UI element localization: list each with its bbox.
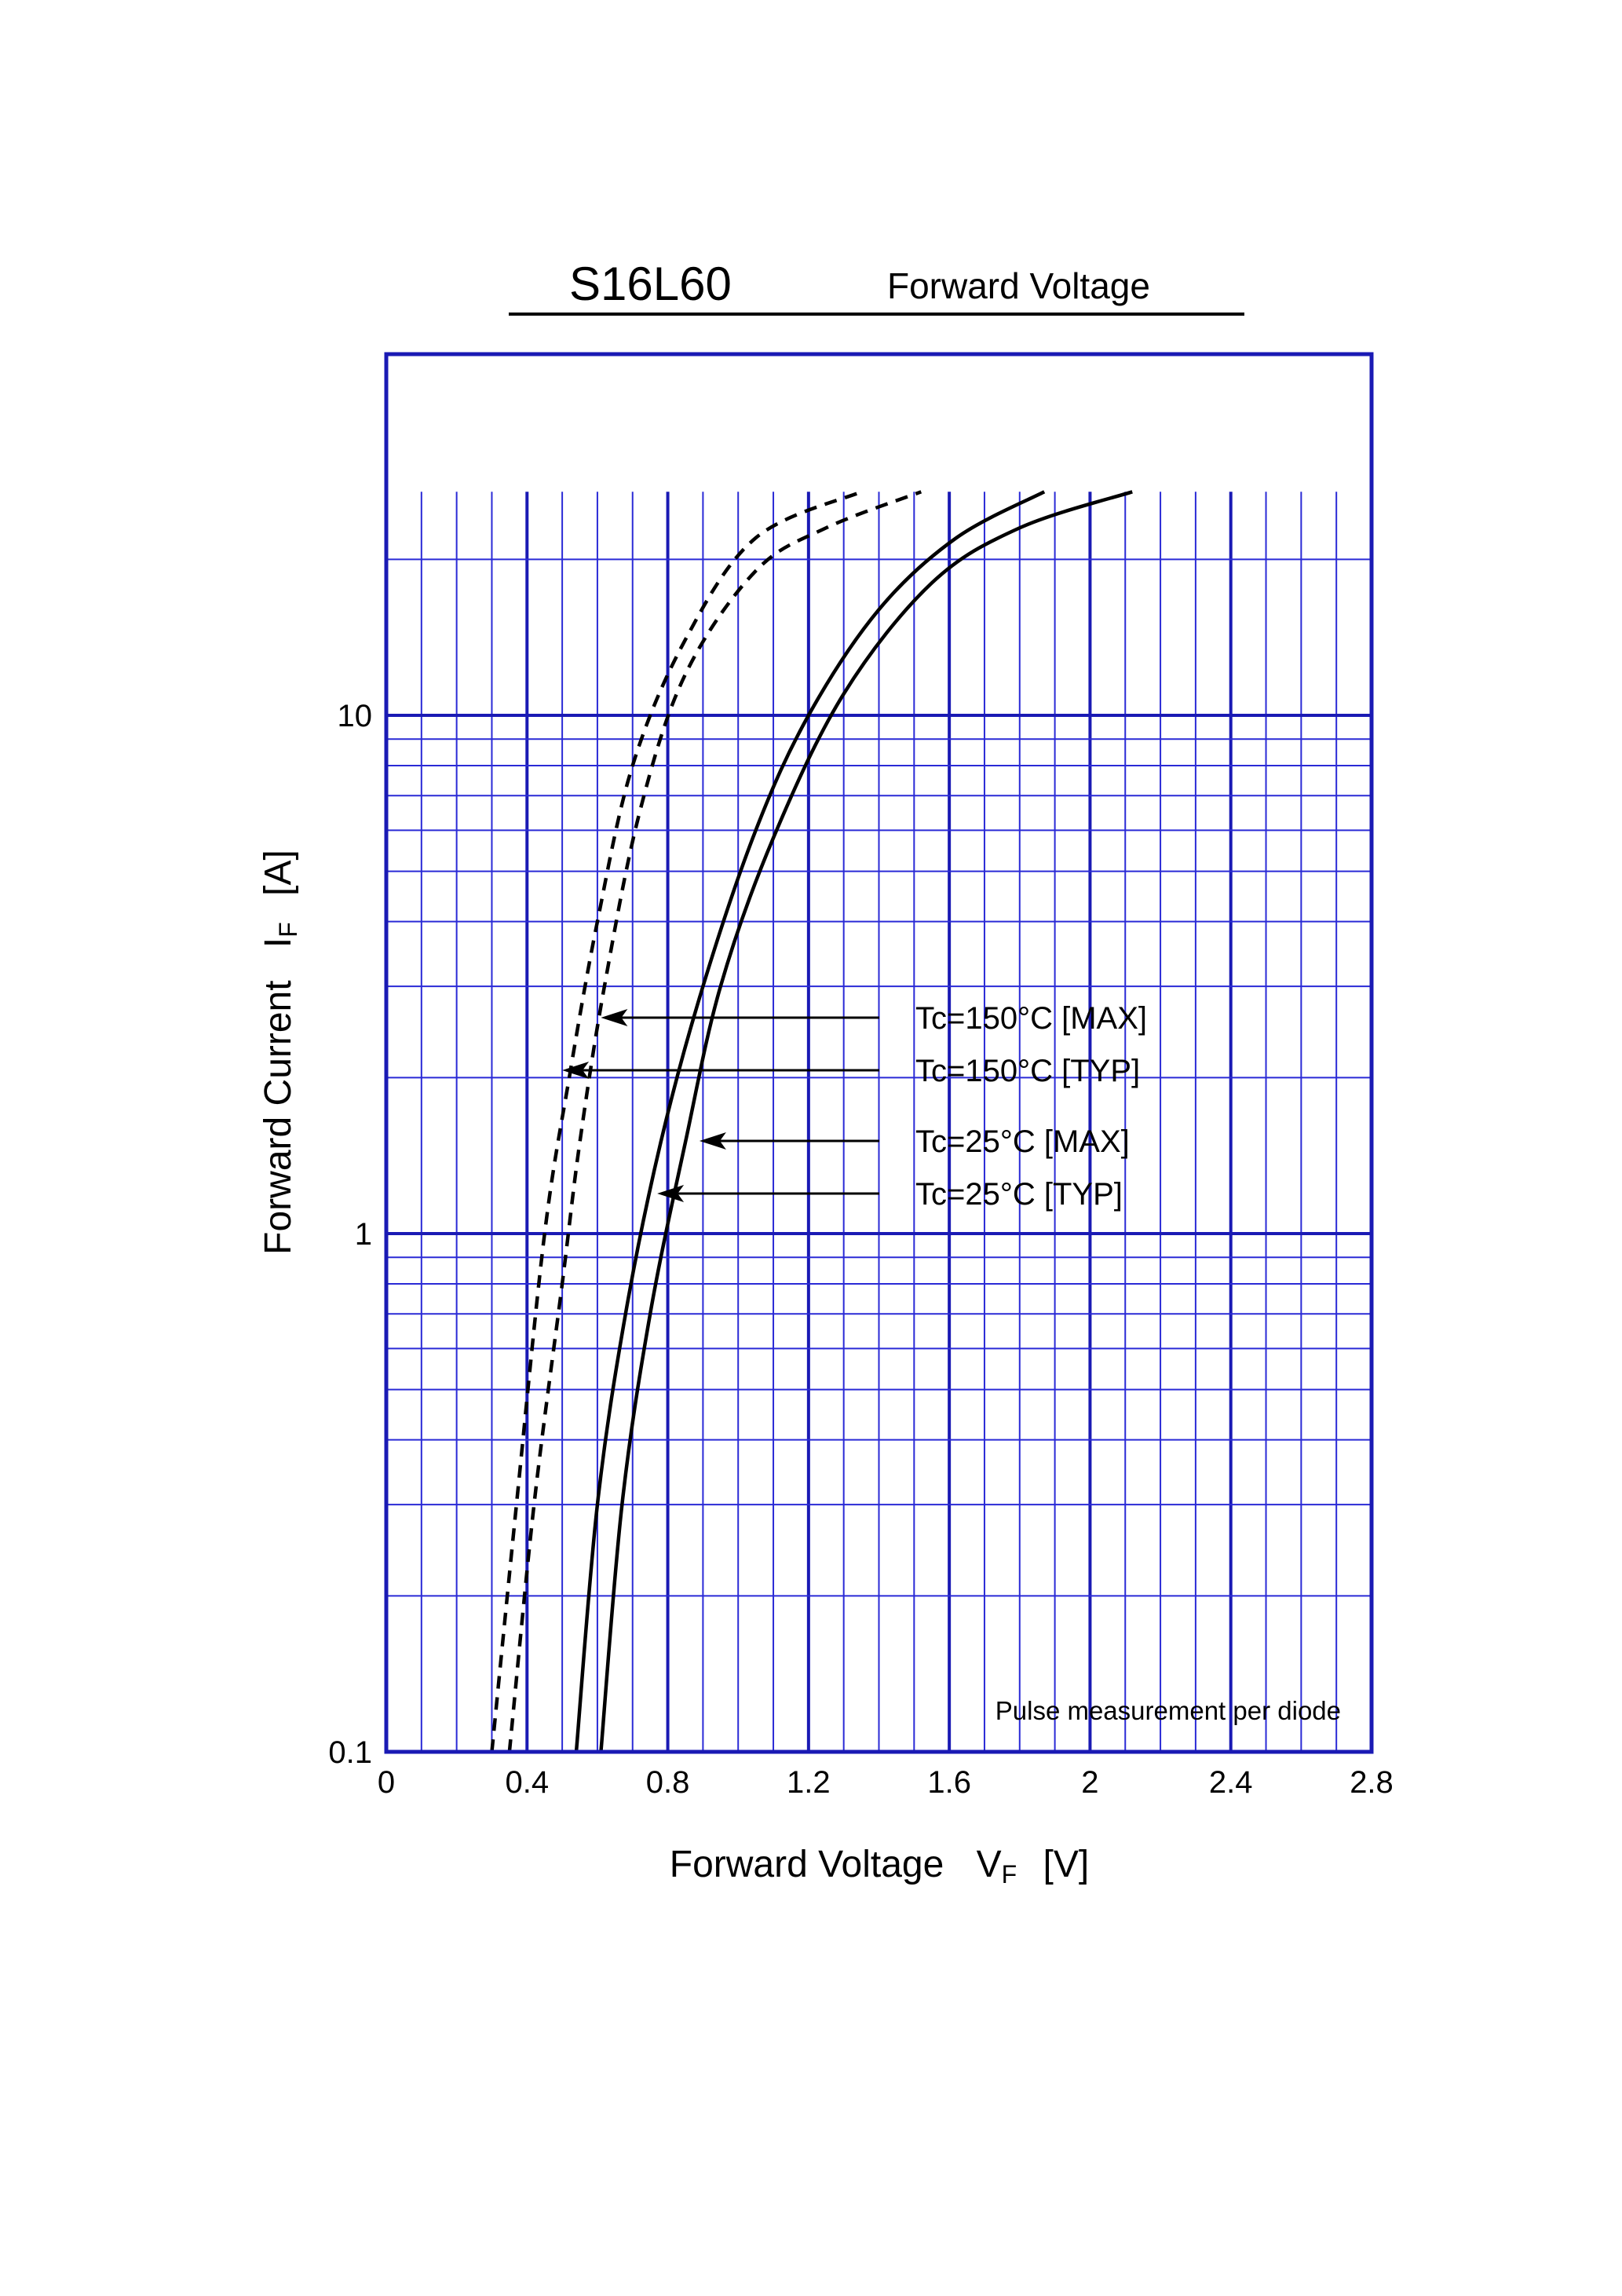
curves xyxy=(490,490,1133,1753)
x-axis-unit: [V] xyxy=(1043,1844,1090,1885)
x-tick-label: 2.4 xyxy=(1209,1765,1253,1800)
series-line-2 xyxy=(490,490,862,1753)
x-tick-label: 2.8 xyxy=(1350,1765,1394,1800)
x-tick-label: 1.2 xyxy=(787,1765,831,1800)
series-line-3 xyxy=(599,490,1133,1753)
y-axis-subscript: F xyxy=(274,922,302,938)
y-axis-symbol: I xyxy=(258,938,299,948)
x-tick-label: 0.4 xyxy=(505,1765,549,1800)
x-tick-label: 0.8 xyxy=(646,1765,690,1800)
x-axis-label-text: Forward Voltage xyxy=(670,1844,944,1885)
series-line-4 xyxy=(574,490,1046,1753)
x-tick-label: 1.6 xyxy=(927,1765,971,1800)
legend-arrow-head xyxy=(699,1132,726,1150)
y-axis-unit: [A] xyxy=(258,850,299,896)
chart-title: S16L60 xyxy=(569,258,732,310)
chart-subtitle: Forward Voltage xyxy=(887,265,1150,306)
x-axis-symbol: V xyxy=(977,1844,1002,1885)
plot-frame xyxy=(384,352,1374,1754)
y-tick-label: 1 xyxy=(355,1217,372,1252)
legend-label: Tc=150°C [TYP] xyxy=(915,1054,1140,1088)
y-axis-label: Forward Current IF [A] xyxy=(258,850,305,1255)
legend-arrow-head xyxy=(657,1185,685,1202)
y-tick-label: 10 xyxy=(338,699,373,733)
legend-label: Tc=150°C [MAX] xyxy=(915,1001,1147,1036)
legend-arrow-head xyxy=(562,1062,590,1079)
x-axis-subscript: F xyxy=(1002,1860,1017,1888)
legend-label: Tc=25°C [TYP] xyxy=(915,1177,1123,1212)
series-line-1 xyxy=(507,490,922,1753)
grid xyxy=(386,492,1372,1752)
x-axis-label: Forward Voltage VF [V] xyxy=(670,1844,1089,1892)
legend: Tc=150°C [MAX] Tc=150°C [TYP] Tc=25°C [MAX… xyxy=(562,1001,1147,1212)
tick-labels: 0 0.4 0.8 1.2 1.6 2 2.4 2.8 0.1 1 10 xyxy=(328,699,1393,1800)
x-tick-label: 0 xyxy=(378,1765,395,1800)
y-tick-label: 0.1 xyxy=(328,1735,372,1770)
measurement-note: Pulse measurement per diode xyxy=(995,1696,1341,1725)
x-tick-label: 2 xyxy=(1081,1765,1098,1800)
legend-label: Tc=25°C [MAX] xyxy=(915,1124,1130,1159)
legend-arrow-head xyxy=(601,1009,628,1026)
y-axis-label-text: Forward Current xyxy=(258,980,299,1254)
